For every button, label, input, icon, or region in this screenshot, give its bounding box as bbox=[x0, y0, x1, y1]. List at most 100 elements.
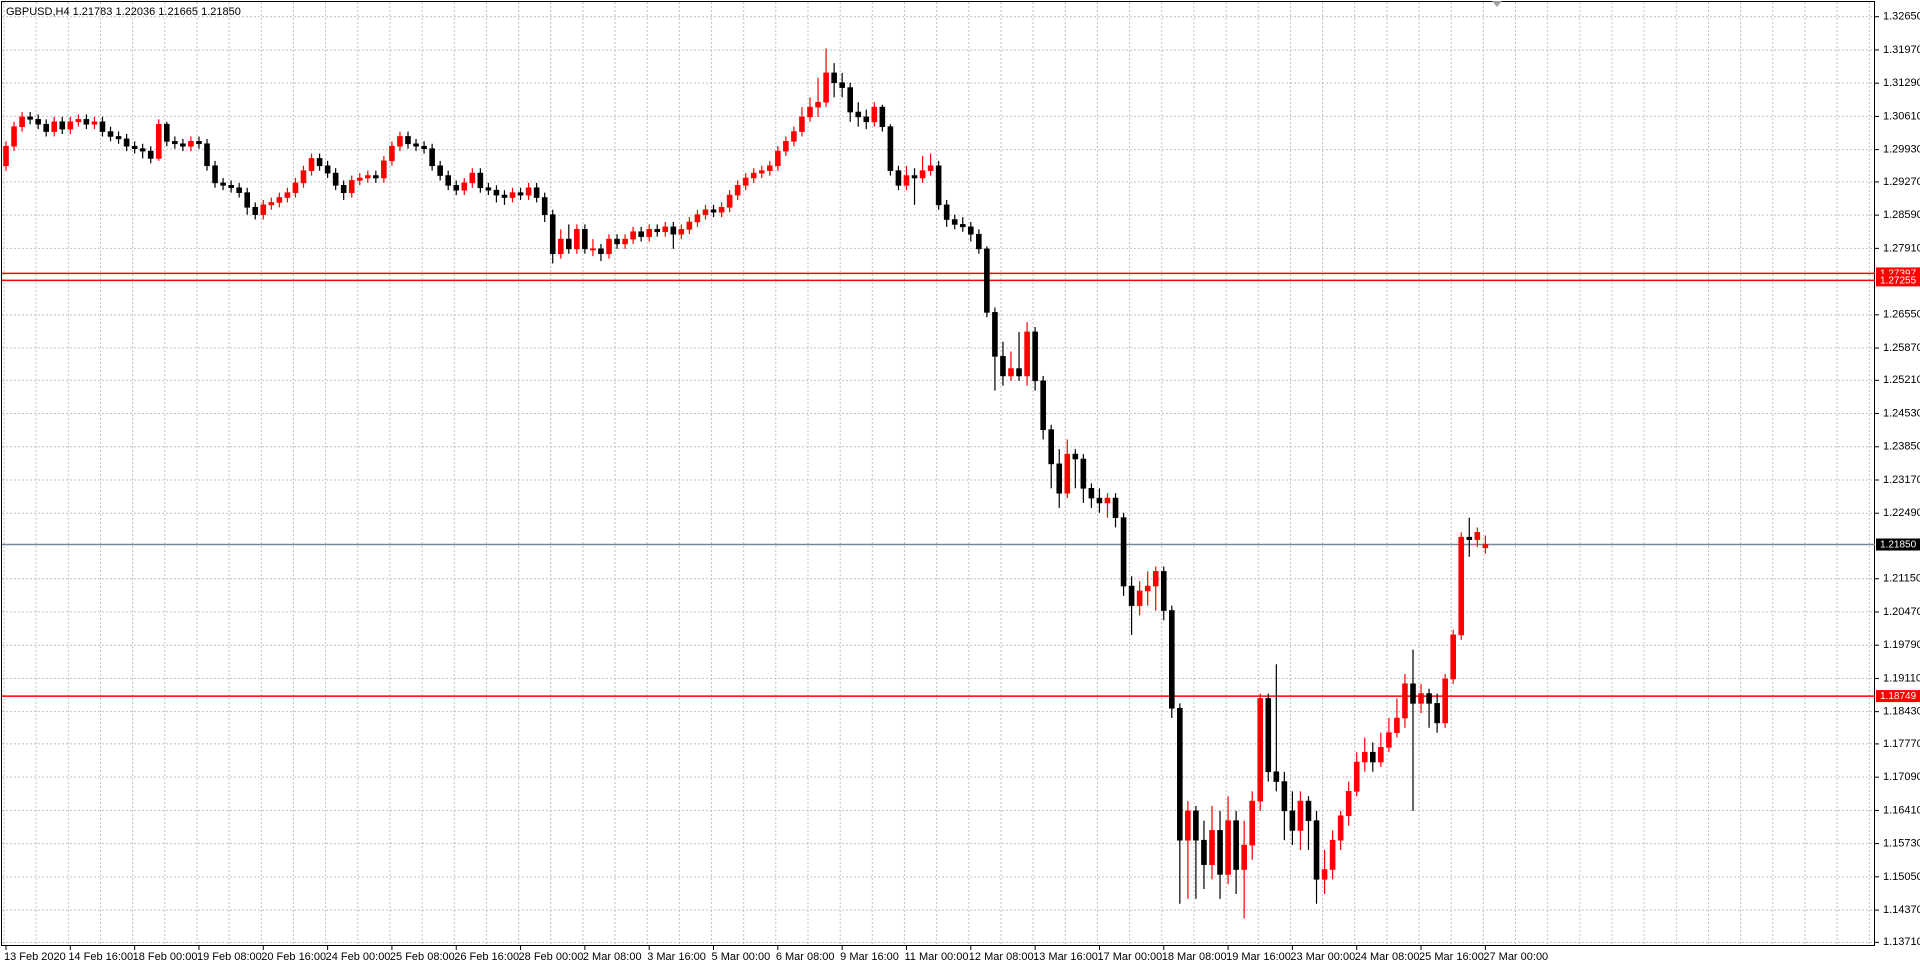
x-tick-label: 25 Feb 08:00 bbox=[390, 951, 455, 963]
y-tick-label: 1.26550 bbox=[1883, 309, 1920, 321]
candle-body bbox=[887, 126, 894, 171]
candle-body bbox=[421, 145, 427, 149]
candle-body bbox=[1040, 380, 1046, 430]
candle-body bbox=[670, 226, 677, 235]
candle-body bbox=[1482, 544, 1489, 549]
candle-body bbox=[1313, 820, 1320, 880]
candle-body bbox=[501, 194, 508, 198]
candle-body bbox=[413, 143, 419, 147]
candle-body bbox=[445, 175, 452, 186]
candle-body bbox=[373, 175, 379, 179]
candle-body bbox=[300, 170, 307, 184]
level-label-box bbox=[1876, 690, 1920, 703]
candle-body bbox=[742, 177, 749, 186]
candle-body bbox=[268, 202, 275, 206]
candle-body bbox=[1160, 571, 1167, 611]
candle-body bbox=[437, 165, 443, 176]
candle-body bbox=[734, 185, 741, 196]
y-tick-label: 1.14370 bbox=[1883, 904, 1920, 916]
y-tick-label: 1.32650 bbox=[1883, 11, 1920, 23]
candle-body bbox=[164, 123, 170, 142]
candle-body bbox=[1136, 590, 1143, 606]
candle-body bbox=[1217, 830, 1223, 875]
candle-body bbox=[1378, 747, 1384, 763]
candle-body bbox=[1289, 810, 1296, 831]
candle-body bbox=[316, 158, 323, 167]
y-tick-label: 1.31970 bbox=[1883, 44, 1920, 56]
candle-body bbox=[1209, 830, 1215, 865]
x-tick-label: 24 Feb 00:00 bbox=[326, 951, 391, 963]
candle-body bbox=[493, 189, 500, 196]
candle-body bbox=[927, 165, 934, 171]
candle-body bbox=[718, 207, 725, 213]
candle-body bbox=[959, 224, 966, 228]
candle-body bbox=[1353, 761, 1360, 792]
candle-body bbox=[147, 150, 154, 159]
candle-body bbox=[1321, 869, 1328, 880]
x-tick-label: 9 Mar 16:00 bbox=[840, 951, 899, 963]
candle-body bbox=[1120, 517, 1127, 587]
candle-body bbox=[863, 116, 870, 123]
candle-body bbox=[1466, 536, 1473, 540]
candle-body bbox=[606, 238, 612, 255]
candle-body bbox=[976, 233, 982, 250]
candle-body bbox=[1024, 331, 1030, 377]
candle-body bbox=[244, 192, 250, 208]
candle-body bbox=[308, 158, 315, 171]
y-tick-label: 1.29270 bbox=[1883, 176, 1920, 188]
candle-body bbox=[694, 214, 701, 223]
y-tick-label: 1.29930 bbox=[1883, 144, 1920, 156]
x-tick-label: 11 Mar 00:00 bbox=[904, 951, 968, 963]
candle-body bbox=[726, 194, 733, 208]
candle-body bbox=[1458, 536, 1465, 636]
candle-body bbox=[903, 175, 910, 186]
y-tick-label: 1.18430 bbox=[1883, 706, 1920, 718]
candle-body bbox=[1201, 839, 1207, 865]
y-tick-label: 1.20470 bbox=[1883, 606, 1920, 618]
candle-body bbox=[204, 143, 210, 167]
candle-body bbox=[172, 141, 178, 145]
candle-body bbox=[1450, 634, 1456, 680]
x-tick-label: 25 Mar 16:00 bbox=[1419, 951, 1484, 963]
candle-body bbox=[292, 182, 299, 193]
candle-body bbox=[99, 121, 106, 132]
candle-body bbox=[252, 207, 259, 215]
candle-body bbox=[397, 136, 403, 147]
candle-body bbox=[1265, 698, 1272, 773]
candle-body bbox=[115, 136, 122, 140]
candle-body bbox=[710, 209, 717, 213]
candle-body bbox=[284, 192, 291, 198]
candle-body bbox=[196, 141, 202, 145]
x-tick-label: 3 Mar 16:00 bbox=[647, 951, 706, 963]
y-tick-label: 1.22490 bbox=[1883, 507, 1920, 519]
candle-body bbox=[1402, 683, 1408, 719]
candle-body bbox=[638, 231, 644, 237]
candle-body bbox=[943, 204, 950, 220]
x-tick-label: 18 Mar 08:00 bbox=[1162, 951, 1227, 963]
candle-body bbox=[686, 221, 693, 230]
y-tick-label: 1.15730 bbox=[1883, 838, 1920, 850]
candle-body bbox=[139, 148, 146, 152]
candle-body bbox=[1016, 368, 1022, 377]
candle-body bbox=[11, 126, 17, 147]
candle-body bbox=[1249, 800, 1255, 846]
x-tick-label: 2 Mar 08:00 bbox=[583, 951, 642, 963]
x-tick-label: 27 Mar 00:00 bbox=[1483, 951, 1548, 963]
candle-body bbox=[831, 72, 837, 83]
candle-body bbox=[1056, 463, 1063, 494]
plot-frame bbox=[1, 1, 1875, 946]
candle-body bbox=[469, 172, 476, 184]
candle-body bbox=[799, 116, 805, 132]
candle-body bbox=[614, 238, 620, 245]
candle-body bbox=[1000, 356, 1006, 377]
candle-body bbox=[1128, 585, 1135, 606]
candle-body bbox=[356, 177, 363, 181]
candle-body bbox=[533, 187, 540, 198]
candle-body bbox=[1257, 698, 1264, 802]
candle-body bbox=[1064, 453, 1071, 494]
candle-body bbox=[646, 229, 653, 237]
candle-body bbox=[662, 226, 669, 233]
candle-body bbox=[324, 165, 331, 174]
x-tick-label: 20 Feb 16:00 bbox=[261, 951, 326, 963]
